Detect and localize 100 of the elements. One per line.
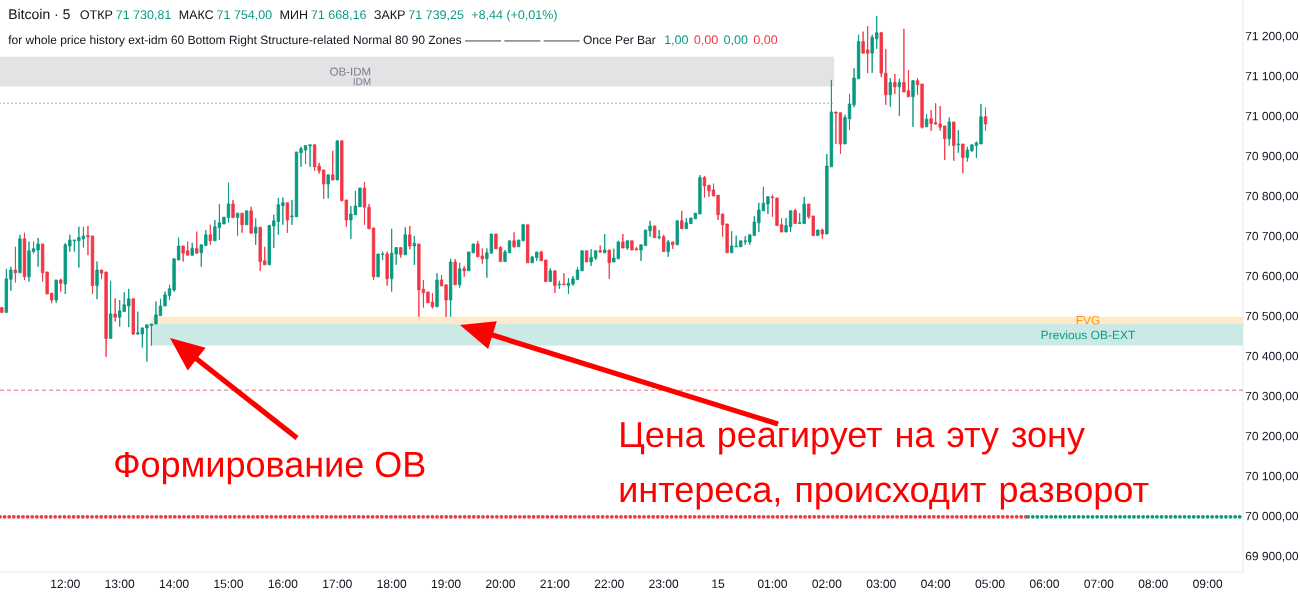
candlestick xyxy=(911,79,915,128)
candlestick xyxy=(18,234,22,274)
legend-label: Previous OB-EXT xyxy=(1041,330,1136,340)
y-tick-label: 70 900,00 xyxy=(1245,151,1299,162)
candlestick xyxy=(512,231,516,249)
candlestick xyxy=(231,199,235,219)
x-tick-label: 22:00 xyxy=(594,579,624,589)
candlestick xyxy=(403,226,407,256)
candlestick xyxy=(566,277,571,295)
candlestick xyxy=(417,243,421,318)
candlestick xyxy=(308,144,312,168)
candlestick xyxy=(788,210,793,233)
annotation: 71 754,00 xyxy=(217,10,272,21)
y-tick-label: 71 000,00 xyxy=(1245,111,1299,122)
x-tick-label: 20:00 xyxy=(486,579,516,589)
candlestick xyxy=(666,239,670,258)
y-tick-label: 70 500,00 xyxy=(1245,311,1299,322)
candlestick xyxy=(956,129,960,154)
x-tick-label: 08:00 xyxy=(1138,579,1168,589)
candlestick xyxy=(335,140,339,181)
candlestick xyxy=(104,271,108,358)
candlestick xyxy=(208,224,213,246)
candlestick xyxy=(412,235,417,266)
annotation: Цена реагирует на эту зону интереса, происходит разворот xyxy=(620,422,1149,510)
legend-label: OB-IDM xyxy=(330,67,371,76)
candlestick xyxy=(240,212,244,234)
series-label: IDM xyxy=(353,78,371,86)
annotation: 71 668,16 xyxy=(311,10,366,21)
y-tick-label: 71 100,00 xyxy=(1245,71,1299,82)
candlestick xyxy=(603,233,607,254)
x-tick-label: 13:00 xyxy=(105,579,135,589)
x-tick-label: 16:00 xyxy=(268,579,298,589)
candlestick xyxy=(621,233,625,249)
x-tick-label: 01:00 xyxy=(757,579,787,589)
candlestick xyxy=(947,117,951,147)
y-tick-label: 70 800,00 xyxy=(1245,191,1299,202)
candlestick xyxy=(285,202,290,234)
annotation: +8,44 (+0,01%) xyxy=(471,9,557,22)
candlestick xyxy=(625,240,630,251)
candlestick xyxy=(657,229,661,240)
candlestick xyxy=(838,112,843,155)
candlestick xyxy=(390,228,394,293)
candlestick xyxy=(820,228,824,240)
candlestick xyxy=(27,241,31,283)
y-tick-label: 70 400,00 xyxy=(1245,351,1299,362)
candlestick xyxy=(548,267,552,283)
candlestick xyxy=(376,253,380,278)
x-tick-label: 15 xyxy=(712,579,725,588)
candlestick xyxy=(865,25,870,74)
candlestick xyxy=(598,245,602,254)
x-tick-label: 06:00 xyxy=(1029,579,1059,589)
y-tick-label: 71 200,00 xyxy=(1245,31,1299,42)
x-tick-label: 09:00 xyxy=(1193,579,1223,589)
candlestick xyxy=(525,224,530,264)
candlestick xyxy=(4,268,9,313)
candlestick xyxy=(902,28,906,93)
candlestick xyxy=(661,234,666,253)
x-tick-label: 14:00 xyxy=(159,579,189,589)
candlestick xyxy=(897,78,902,117)
candlestick xyxy=(462,265,466,278)
candlestick xyxy=(553,270,557,294)
x-tick-label: 04:00 xyxy=(921,579,951,589)
candlestick xyxy=(630,240,634,251)
candlestick xyxy=(671,241,675,250)
annotation: 1,00 xyxy=(665,35,689,46)
y-tick-label: 70 700,00 xyxy=(1245,231,1299,242)
candlestick xyxy=(453,258,457,286)
annotation: ОТКР xyxy=(80,10,113,20)
y-tick-label: 70 600,00 xyxy=(1245,271,1299,282)
x-tick-label: 12:00 xyxy=(51,579,80,589)
candlestick xyxy=(562,272,566,286)
y-tick-label: 69 900,00 xyxy=(1245,551,1299,562)
candlestick xyxy=(457,262,462,289)
annotation: 71 730,81 xyxy=(116,10,171,21)
candlestick xyxy=(680,210,684,230)
candlestick xyxy=(408,225,412,250)
x-tick-label: 23:00 xyxy=(649,579,679,589)
candlestick xyxy=(22,232,27,281)
candlestick xyxy=(217,203,222,241)
candlestick xyxy=(303,145,308,165)
candlestick xyxy=(326,174,330,199)
annotation: ЗАКР xyxy=(374,10,405,20)
candlestick xyxy=(226,182,231,224)
x-tick-label: 03:00 xyxy=(866,579,896,589)
y-tick-label: 70 300,00 xyxy=(1245,391,1299,402)
candlestick xyxy=(385,251,389,287)
candlestick xyxy=(190,242,194,257)
candlestick xyxy=(195,231,199,254)
legend-label: FVG xyxy=(1076,315,1100,325)
candlestick xyxy=(793,208,797,225)
candlestick xyxy=(607,249,611,280)
candlestick xyxy=(235,212,240,237)
candlestick xyxy=(893,73,897,95)
x-tick-label: 15:00 xyxy=(214,579,244,589)
y-tick-label: 70 000,00 xyxy=(1245,511,1299,522)
annotation: Формирование OB xyxy=(115,451,425,485)
candlestick xyxy=(961,143,965,174)
candlestick xyxy=(54,279,58,304)
annotation: 0,00 xyxy=(694,35,718,46)
x-tick-label: 07:00 xyxy=(1084,579,1114,589)
